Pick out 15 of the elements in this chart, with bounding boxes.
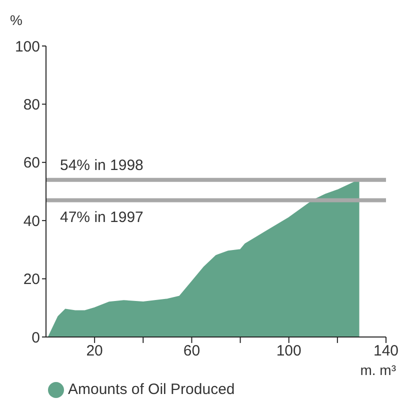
x-tick-label: 20	[86, 342, 103, 360]
y-tick-label: 80	[23, 96, 40, 114]
ref-line-label: 54% in 1998	[60, 156, 144, 174]
y-axis-title: %	[10, 12, 22, 28]
y-tick-label: 40	[23, 212, 40, 230]
y-tick-label: 0	[32, 329, 40, 346]
ref-line-label: 47% in 1997	[60, 209, 144, 226]
x-tick-label: 60	[183, 342, 200, 360]
y-tick-label: 60	[23, 154, 40, 172]
legend-label: Amounts of Oil Produced	[68, 380, 235, 398]
x-axis-title: m. m³	[360, 362, 396, 378]
y-tick-label: 20	[23, 271, 40, 288]
y-tick-label: 100	[14, 38, 40, 56]
x-tick-label: 140	[373, 342, 399, 360]
x-tick-label: 100	[276, 342, 302, 360]
